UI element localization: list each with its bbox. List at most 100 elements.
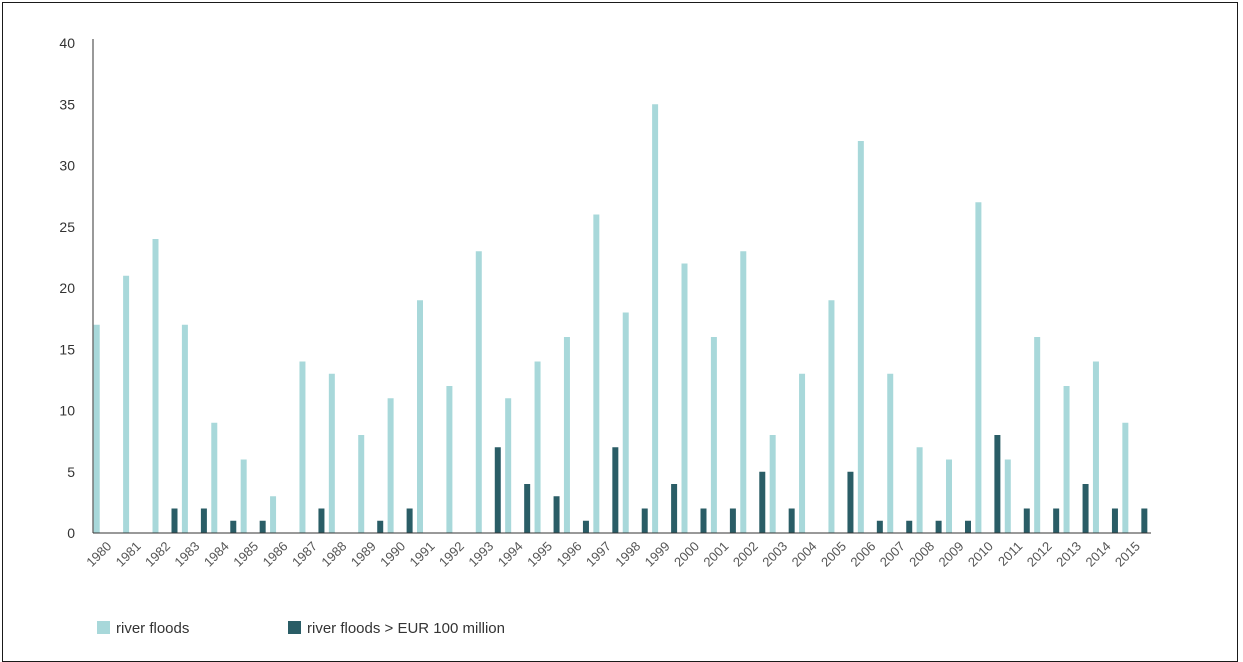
bar-river-floods	[240, 459, 247, 533]
bar-river-floods	[769, 435, 776, 533]
bar-river-floods-over-100m	[553, 496, 560, 533]
bar-river-floods	[211, 422, 218, 533]
x-tick-label: 2001	[700, 539, 731, 570]
x-tick-label: 2013	[1053, 539, 1084, 570]
x-tick-label: 1984	[201, 539, 232, 570]
x-tick-label: 1980	[83, 539, 114, 570]
y-axis-ticks: 0 5 10 15 20 25 30 35 40	[59, 35, 75, 541]
x-tick-label: 2004	[789, 539, 820, 570]
bar-river-floods-over-100m	[318, 508, 325, 533]
bar-river-floods	[152, 239, 159, 533]
x-tick-label: 1995	[524, 539, 555, 570]
bar-river-floods-over-100m	[847, 471, 854, 533]
bar-river-floods-over-100m	[612, 447, 619, 533]
bar-river-floods-over-100m	[671, 484, 678, 533]
bar-river-floods	[740, 251, 747, 533]
bar-river-floods	[652, 104, 659, 533]
x-tick-label: 1990	[377, 539, 408, 570]
bar-river-floods-over-100m	[994, 435, 1001, 533]
bar-river-floods	[857, 141, 864, 533]
x-tick-label: 1994	[495, 539, 526, 570]
bar-river-floods-over-100m	[200, 508, 207, 533]
x-tick-label: 1992	[436, 539, 467, 570]
x-tick-label: 2012	[1024, 539, 1055, 570]
axes	[92, 39, 1151, 534]
y-tick-label: 30	[59, 158, 75, 174]
bar-river-floods	[1034, 337, 1041, 533]
bar-river-floods	[534, 361, 541, 533]
bar-river-floods-over-100m	[1023, 508, 1030, 533]
bar-river-floods-over-100m	[876, 520, 883, 533]
bar-river-floods-over-100m	[582, 520, 589, 533]
bar-river-floods	[328, 373, 335, 533]
x-tick-label: 2006	[847, 539, 878, 570]
x-tick-label: 1993	[465, 539, 496, 570]
bar-river-floods	[887, 373, 894, 533]
bar-river-floods	[1063, 386, 1070, 533]
legend: river floods river floods > EUR 100 mill…	[97, 620, 505, 637]
x-tick-label: 1988	[318, 539, 349, 570]
x-tick-label: 2014	[1083, 539, 1114, 570]
legend-swatch-river-floods-over-100m	[288, 621, 301, 634]
x-tick-label: 1989	[348, 539, 379, 570]
bar-river-floods-over-100m	[935, 520, 942, 533]
x-tick-label: 1997	[583, 539, 614, 570]
bar-river-floods-over-100m	[641, 508, 648, 533]
x-tick-label: 1983	[171, 539, 202, 570]
bar-river-floods	[446, 386, 453, 533]
legend-label-river-floods: river floods	[116, 620, 189, 637]
bar-river-floods-over-100m	[377, 520, 384, 533]
x-tick-label: 1981	[113, 539, 144, 570]
bar-river-floods	[181, 324, 188, 533]
bar-river-floods	[270, 496, 277, 533]
legend-label-river-floods-over-100m: river floods > EUR 100 million	[307, 620, 505, 637]
bar-river-floods	[299, 361, 306, 533]
bar-river-floods-over-100m	[729, 508, 736, 533]
x-tick-label: 2007	[877, 539, 908, 570]
bar-river-floods	[975, 202, 982, 533]
bar-river-floods-over-100m	[171, 508, 178, 533]
x-tick-label: 1998	[612, 539, 643, 570]
y-tick-label: 35	[59, 96, 75, 112]
bar-river-floods-over-100m	[1111, 508, 1118, 533]
y-tick-label: 15	[59, 341, 75, 357]
bar-river-floods	[1004, 459, 1011, 533]
bar-river-floods	[593, 214, 600, 533]
bar-river-floods	[622, 312, 629, 533]
x-tick-label: 1982	[142, 539, 173, 570]
x-tick-label: 2002	[730, 539, 761, 570]
bar-river-floods-over-100m	[1053, 508, 1060, 533]
y-tick-label: 5	[67, 464, 75, 480]
bar-river-floods-over-100m	[494, 447, 501, 533]
x-tick-label: 1986	[260, 539, 291, 570]
y-tick-label: 40	[59, 35, 75, 51]
bar-river-floods-over-100m	[1082, 484, 1089, 533]
bar-river-floods	[681, 263, 688, 533]
x-tick-label: 2010	[965, 539, 996, 570]
bar-river-floods	[946, 459, 952, 533]
bar-river-floods	[417, 300, 423, 533]
bar-river-floods-over-100m	[965, 520, 971, 533]
bar-river-floods	[93, 324, 100, 533]
x-tick-label: 2005	[818, 539, 849, 570]
x-tick-label: 2009	[936, 539, 967, 570]
x-tick-label: 2015	[1112, 539, 1143, 570]
x-tick-label: 2008	[906, 539, 937, 570]
bar-river-floods	[1092, 361, 1099, 533]
bar-river-floods-over-100m	[230, 520, 237, 533]
bar-river-floods-over-100m	[759, 471, 766, 533]
x-tick-label: 2011	[995, 539, 1025, 569]
y-tick-label: 25	[59, 219, 75, 235]
y-tick-label: 10	[59, 403, 75, 419]
bars	[93, 104, 1148, 533]
bar-river-floods	[563, 337, 570, 533]
bar-river-floods-over-100m	[524, 484, 531, 533]
bar-river-floods	[475, 251, 482, 533]
bar-river-floods-over-100m	[259, 520, 266, 533]
y-tick-label: 20	[59, 280, 75, 296]
x-tick-label: 1996	[554, 539, 585, 570]
bar-river-floods-over-100m	[906, 520, 913, 533]
bar-river-floods	[387, 398, 394, 533]
x-tick-label: 1985	[230, 539, 261, 570]
